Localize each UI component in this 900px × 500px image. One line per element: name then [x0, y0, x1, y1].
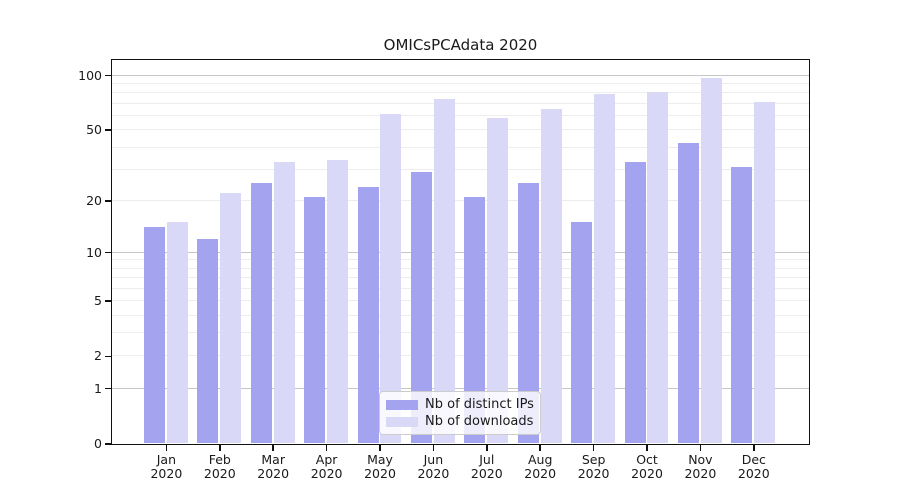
gridline-minor	[111, 114, 809, 116]
y-tick-label: 50	[86, 122, 102, 138]
legend-swatch-distinct-ips	[386, 399, 418, 410]
bar-distinct-ips	[144, 227, 165, 444]
y-tick-mark	[105, 200, 112, 202]
y-tick-mark	[105, 129, 112, 131]
bar-downloads	[594, 93, 615, 444]
legend: Nb of distinct IPs Nb of downloads	[379, 391, 541, 435]
bar-downloads	[433, 98, 455, 444]
y-tick-mark	[105, 443, 112, 445]
y-tick-mark	[105, 300, 112, 302]
gridline-minor	[111, 287, 809, 289]
x-tick-mark	[165, 445, 168, 451]
chart-title: OMICsPCAdata 2020	[383, 36, 538, 54]
x-tick-mark	[753, 445, 755, 451]
bar-downloads	[220, 193, 242, 444]
x-tick-mark	[219, 445, 221, 451]
y-tick-label: 5	[94, 293, 102, 308]
bar-distinct-ips	[731, 166, 753, 444]
bar-downloads	[327, 159, 348, 444]
y-tick-label: 100	[78, 67, 102, 83]
x-tick-label: Jul 2020	[470, 452, 503, 481]
x-tick-label: Oct 2020	[631, 452, 663, 481]
bar-downloads	[754, 102, 776, 444]
gridline-minor	[111, 277, 809, 279]
gridline-major	[111, 251, 809, 253]
bar-distinct-ips	[304, 196, 326, 444]
y-tick-mark	[105, 355, 112, 358]
x-tick-label: Nov 2020	[684, 452, 717, 481]
bar-downloads	[380, 114, 402, 444]
y-tick-label: 10	[86, 244, 102, 260]
x-tick-label: Aug 2020	[524, 452, 557, 481]
gridline-minor	[111, 332, 809, 334]
gridline-minor	[111, 102, 809, 104]
bar-distinct-ips	[678, 143, 699, 444]
y-tick-mark	[105, 251, 112, 254]
gridline-minor	[111, 146, 809, 148]
x-tick-label: Sep 2020	[577, 452, 610, 481]
bar-distinct-ips	[357, 186, 379, 444]
x-tick-label: Apr 2020	[310, 452, 343, 481]
bar-downloads	[487, 118, 509, 444]
y-tick-mark	[105, 387, 112, 390]
x-tick-label: Feb 2020	[203, 452, 236, 481]
bar-distinct-ips	[517, 183, 539, 444]
x-tick-label: Dec 2020	[737, 452, 770, 481]
x-tick-mark	[646, 445, 648, 451]
x-tick-mark	[592, 445, 595, 451]
bar-downloads	[700, 77, 722, 444]
gridline-minor	[111, 355, 809, 357]
gridline-minor	[111, 83, 809, 85]
bar-distinct-ips	[411, 172, 432, 444]
legend-label-downloads: Nb of downloads	[425, 414, 534, 429]
legend-label-distinct-ips: Nb of distinct IPs	[425, 397, 534, 412]
x-tick-label: Jun 2020	[417, 452, 450, 481]
bar-downloads	[540, 109, 562, 444]
x-tick-label: Mar 2020	[257, 452, 290, 481]
x-tick-mark	[272, 445, 274, 451]
gridline-minor	[111, 200, 809, 202]
x-tick-label: May 2020	[364, 452, 396, 481]
gridline-minor	[111, 92, 809, 94]
bar-distinct-ips	[571, 222, 593, 444]
bar-downloads	[273, 162, 295, 444]
y-tick-label: 2	[94, 348, 102, 364]
bar-distinct-ips	[624, 162, 646, 444]
gridline-minor	[111, 129, 809, 131]
x-tick-mark	[486, 445, 488, 451]
legend-swatch-downloads	[386, 416, 418, 427]
plot-area	[110, 58, 810, 445]
gridline-minor	[111, 267, 809, 269]
bar-downloads	[166, 222, 188, 444]
x-tick-mark	[325, 445, 328, 451]
y-tick-label: 0	[94, 436, 102, 451]
bar-distinct-ips	[197, 238, 219, 444]
gridline-minor	[111, 300, 809, 301]
bar-downloads	[647, 91, 669, 444]
y-tick-label: 1	[94, 380, 102, 396]
gridline-minor	[111, 314, 809, 316]
legend-item-downloads: Nb of downloads	[386, 413, 534, 430]
legend-item-distinct-ips: Nb of distinct IPs	[386, 396, 534, 413]
x-tick-mark	[432, 445, 435, 451]
y-tick-label: 20	[86, 193, 102, 209]
bar-distinct-ips	[464, 196, 486, 444]
x-tick-label: Jan 2020	[150, 452, 183, 481]
gridline-minor	[111, 259, 809, 261]
y-tick-mark	[105, 74, 112, 77]
gridline-major	[111, 387, 809, 389]
gridline-minor	[111, 168, 809, 170]
x-tick-mark	[539, 445, 541, 451]
x-tick-mark	[699, 445, 702, 451]
gridline-major	[111, 74, 809, 76]
x-tick-mark	[379, 445, 381, 451]
bar-distinct-ips	[250, 183, 272, 444]
